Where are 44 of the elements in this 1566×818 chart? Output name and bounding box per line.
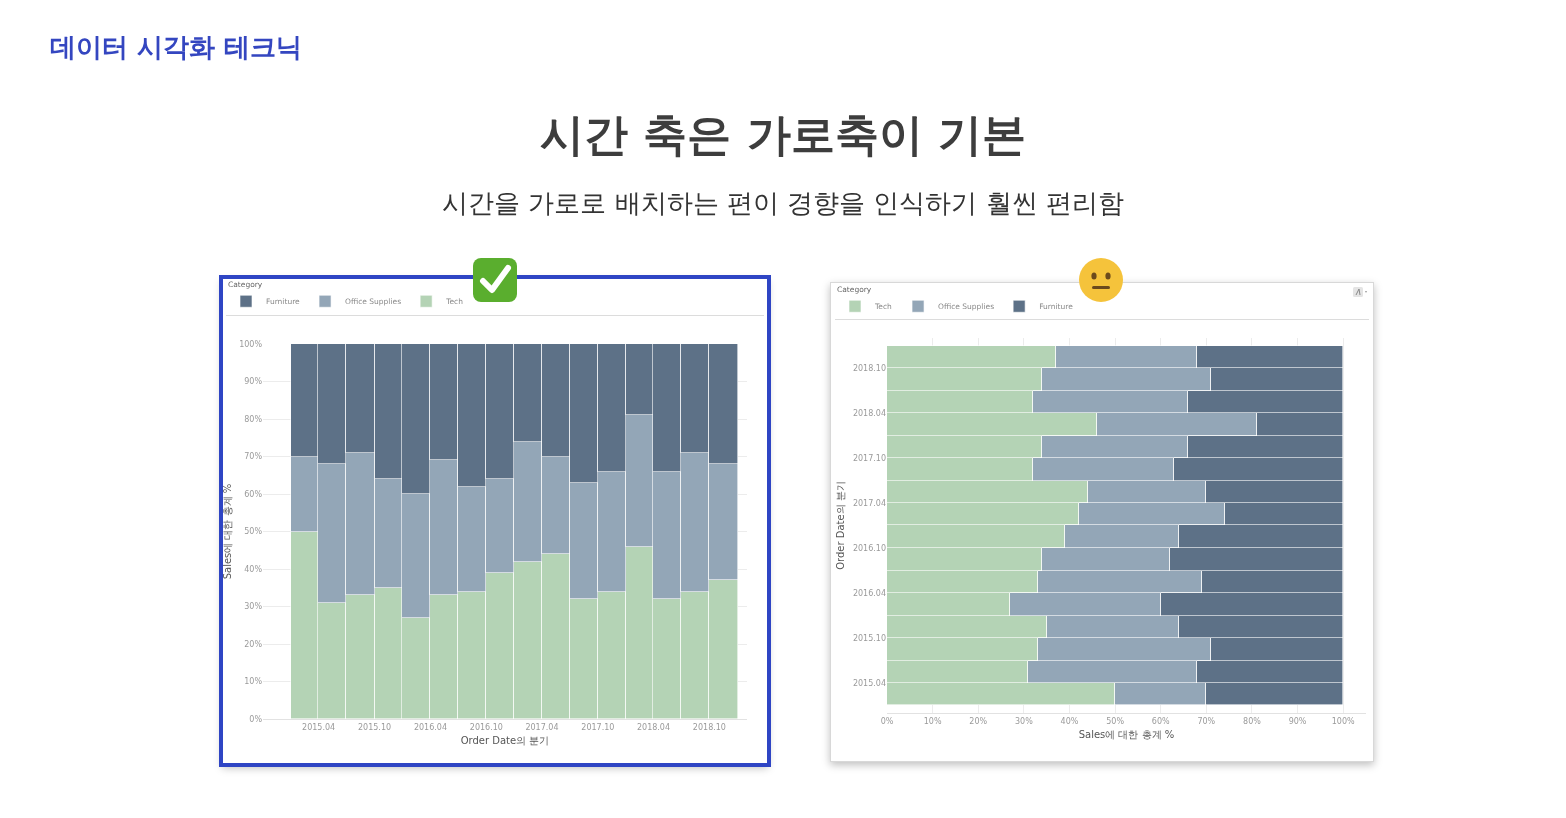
x-tick-label: 20% xyxy=(969,716,988,726)
x-tick-label: 2015.04 xyxy=(302,722,336,732)
y-tick-label: 100% xyxy=(239,339,263,349)
chart-subtitle: 시간을 가로로 배치하는 편이 경향을 인식하기 훨씬 편리함 xyxy=(441,187,1125,220)
y-tick-label: 10% xyxy=(244,677,263,687)
y-tick-label: 90% xyxy=(244,377,263,387)
x-tick-label: 50% xyxy=(1106,716,1125,726)
y-tick-label: 30% xyxy=(244,602,263,612)
x-tick-label: 0% xyxy=(880,716,894,726)
x-axis-title: Sales에 대한 총계 % xyxy=(1078,729,1175,741)
y-tick-label: 2018.10 xyxy=(852,364,886,374)
x-tick-label: 60% xyxy=(1151,716,1170,726)
chart-title: 시간 축은 가로축이 기본 xyxy=(539,108,1027,162)
x-tick-label: 2016.04 xyxy=(413,722,447,732)
y-tick-label: 80% xyxy=(244,414,263,424)
y-tick-label: 2016.10 xyxy=(852,543,886,553)
y-tick-label: 2015.10 xyxy=(852,633,886,643)
y-tick-label: 20% xyxy=(244,639,263,649)
y-tick-label: 40% xyxy=(244,564,263,574)
x-tick-label: 2017.04 xyxy=(525,722,559,732)
y-tick-label: 2017.04 xyxy=(852,499,886,509)
x-tick-label: 80% xyxy=(1243,716,1262,726)
y-axis-title: Order Date의 분기 xyxy=(834,481,846,570)
x-tick-label: 2016.10 xyxy=(469,722,503,732)
x-tick-label: 2017.10 xyxy=(581,722,615,732)
y-tick-label: 50% xyxy=(244,527,263,537)
x-tick-label: 2015.10 xyxy=(357,722,392,732)
x-tick-label: 70% xyxy=(1197,716,1216,726)
text: 데이터 시각화 테크닉 xyxy=(50,31,303,64)
y-tick-label: 70% xyxy=(244,452,263,462)
x-tick-label: 10% xyxy=(923,716,942,726)
y-tick-label: 2017.10 xyxy=(852,453,886,463)
y-tick-label: 2016.04 xyxy=(852,588,886,598)
y-axis-title: Sales에 대한 총계 % xyxy=(222,483,233,580)
x-tick-label: 90% xyxy=(1288,716,1307,726)
y-tick-label: 2015.04 xyxy=(852,679,886,689)
x-tick-label: 100% xyxy=(1331,716,1356,726)
x-tick-label: 2018.10 xyxy=(692,722,726,732)
y-tick-label: 2018.04 xyxy=(852,409,886,419)
x-tick-label: 40% xyxy=(1060,716,1079,726)
x-tick-label: 30% xyxy=(1014,716,1034,726)
x-axis-title: Order Date의 분기 xyxy=(460,735,550,747)
x-tick-label: 2018.04 xyxy=(636,722,671,732)
y-tick-label: 60% xyxy=(244,489,263,499)
